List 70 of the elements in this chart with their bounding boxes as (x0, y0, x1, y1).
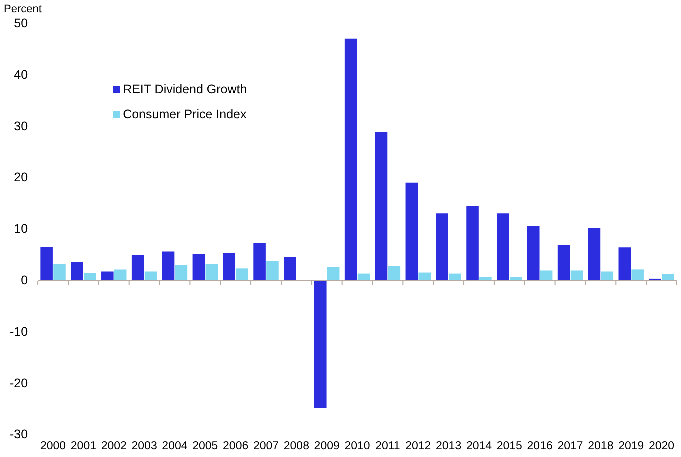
y-tick-label: -20 (10, 376, 28, 390)
x-tick-label: 2004 (162, 440, 188, 452)
bar (344, 38, 358, 281)
bar (418, 272, 431, 281)
bar (540, 270, 553, 281)
legend-label: Consumer Price Index (123, 107, 248, 122)
bar (236, 268, 248, 281)
bar (449, 274, 462, 281)
y-axis-title: Percent (4, 4, 42, 16)
bar (132, 255, 144, 281)
y-tick-label: 0 (21, 273, 28, 288)
x-tick-label: 2013 (436, 440, 462, 452)
x-tick-label: 2019 (618, 440, 644, 452)
bar (436, 214, 448, 281)
bar (223, 253, 236, 281)
bar (466, 206, 479, 281)
x-tick-label: 2001 (70, 440, 96, 452)
x-tick-label: 2017 (558, 440, 584, 452)
bar (327, 267, 340, 281)
x-tick-label: 2002 (101, 440, 127, 452)
bar (71, 262, 84, 281)
bar (406, 182, 418, 281)
bar (175, 265, 188, 281)
x-tick-label: 2012 (406, 440, 432, 452)
bar (162, 252, 175, 281)
bar (54, 264, 66, 281)
bar (206, 264, 218, 281)
bar (632, 270, 644, 281)
x-tick-label: 2015 (496, 440, 522, 452)
x-tick-label: 2005 (192, 440, 218, 452)
bar (570, 270, 584, 281)
bar (558, 245, 570, 281)
bar (527, 226, 540, 281)
bar (40, 247, 53, 281)
bar (497, 214, 510, 281)
x-tick-label: 2018 (588, 440, 614, 452)
bar (284, 257, 296, 281)
x-tick-label: 2011 (376, 440, 400, 452)
x-tick-label: 2016 (527, 440, 553, 452)
bar (114, 270, 127, 281)
y-tick-label: -10 (10, 324, 28, 339)
x-tick-label: 2009 (314, 440, 340, 452)
y-tick-label: 40 (14, 68, 28, 82)
y-tick-label: 50 (14, 16, 28, 30)
legend-label: REIT Dividend Growth (123, 82, 248, 96)
x-tick-label: 2006 (223, 440, 249, 452)
x-tick-label: 2014 (466, 440, 493, 452)
y-tick-label: 30 (14, 119, 28, 134)
bar (662, 274, 674, 281)
x-tick-label: 2000 (40, 440, 66, 452)
y-tick-label: -30 (10, 428, 28, 442)
bar (388, 266, 401, 281)
bar (266, 260, 279, 281)
bar (192, 254, 206, 281)
bar (84, 273, 96, 281)
bar (588, 228, 601, 281)
x-tick-label: 2020 (648, 440, 675, 452)
bar (102, 272, 114, 281)
bar (601, 272, 614, 281)
bar (375, 132, 388, 281)
bar (314, 281, 327, 408)
x-tick-label: 2007 (253, 440, 280, 452)
x-tick-label: 2003 (132, 440, 158, 452)
bar (144, 272, 158, 281)
y-tick-label: 20 (14, 170, 28, 185)
bar (254, 243, 266, 281)
y-tick-label: 10 (14, 222, 28, 236)
x-tick-label: 2010 (344, 440, 370, 452)
bar (618, 248, 632, 281)
x-tick-label: 2008 (284, 440, 310, 452)
